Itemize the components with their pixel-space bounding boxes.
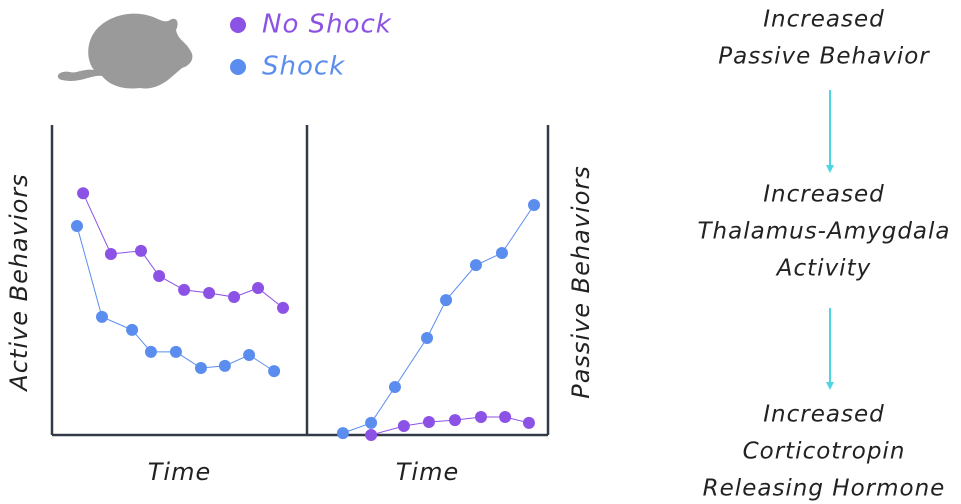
data-point	[440, 294, 453, 307]
data-point	[422, 415, 435, 428]
x-axis-label: Time	[148, 458, 211, 486]
data-point	[277, 301, 290, 314]
data-point	[134, 244, 147, 257]
data-point	[397, 420, 410, 433]
data-point	[475, 411, 488, 424]
flow-step-text: Passive Behavior	[718, 44, 930, 70]
flow-step-text: Thalamus-Amygdala	[698, 219, 951, 245]
y-axis-label: Passive Behaviors	[567, 165, 595, 399]
y-axis-label: Active Behaviors	[5, 173, 33, 392]
data-point	[522, 416, 535, 429]
data-point	[178, 283, 191, 296]
data-point	[218, 359, 231, 372]
data-point	[469, 259, 482, 272]
data-point	[144, 345, 157, 358]
data-point	[336, 427, 349, 440]
legend-label: Shock	[262, 52, 345, 82]
legend-label: No Shock	[262, 10, 392, 40]
data-point	[365, 429, 378, 441]
mouse-icon	[57, 13, 193, 89]
flow-step-text: Increased	[763, 7, 884, 33]
data-point	[169, 345, 182, 358]
data-point	[228, 291, 241, 304]
data-point	[268, 365, 281, 378]
data-point	[70, 220, 83, 233]
x-axis-label: Time	[396, 458, 459, 486]
flow-step-text: Activity	[775, 256, 871, 282]
data-point	[388, 380, 401, 393]
flow-step-text: Corticotropin	[743, 439, 906, 465]
data-point	[95, 310, 108, 323]
data-point	[421, 331, 434, 344]
flow-step-text: Increased	[763, 402, 884, 428]
data-point	[104, 247, 117, 260]
data-point	[252, 282, 265, 295]
data-point	[203, 287, 216, 300]
arrow-head	[826, 382, 834, 390]
data-point	[448, 414, 461, 427]
data-point	[126, 323, 139, 336]
data-point	[153, 269, 166, 282]
flow-step-text: Releasing Hormone	[703, 476, 946, 502]
data-point	[77, 187, 90, 200]
data-point	[495, 247, 508, 260]
flow-step-text: Increased	[763, 182, 884, 208]
data-point	[365, 416, 378, 429]
series-line	[342, 204, 535, 434]
legend-marker	[230, 17, 246, 33]
data-point	[243, 349, 256, 362]
data-point	[194, 362, 207, 375]
legend-marker	[230, 59, 246, 75]
arrow-head	[826, 165, 834, 173]
data-point	[499, 411, 512, 424]
data-point	[528, 198, 541, 211]
